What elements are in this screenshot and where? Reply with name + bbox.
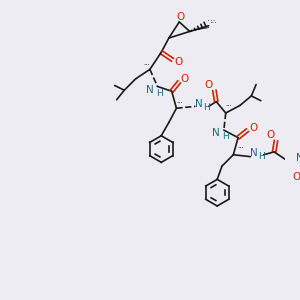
Text: ···: ···	[144, 61, 150, 68]
Text: N: N	[212, 128, 220, 138]
Text: O: O	[205, 80, 213, 90]
Text: O: O	[266, 130, 275, 140]
Text: ···: ···	[207, 17, 216, 26]
Text: H: H	[203, 103, 210, 112]
Text: ···: ···	[209, 19, 217, 28]
Text: N: N	[296, 153, 300, 163]
Text: O: O	[293, 172, 300, 182]
Text: O: O	[176, 12, 184, 22]
Text: O: O	[174, 57, 182, 67]
Text: ···: ···	[176, 100, 183, 106]
Text: H: H	[156, 88, 163, 98]
Text: O: O	[181, 74, 189, 84]
Text: ···: ···	[225, 103, 232, 109]
Text: O: O	[249, 123, 257, 133]
Text: N: N	[250, 148, 258, 158]
Text: N: N	[195, 98, 203, 109]
Text: N: N	[146, 85, 154, 95]
Text: H: H	[258, 152, 265, 161]
Text: H: H	[222, 132, 229, 141]
Text: ···: ···	[238, 145, 244, 151]
